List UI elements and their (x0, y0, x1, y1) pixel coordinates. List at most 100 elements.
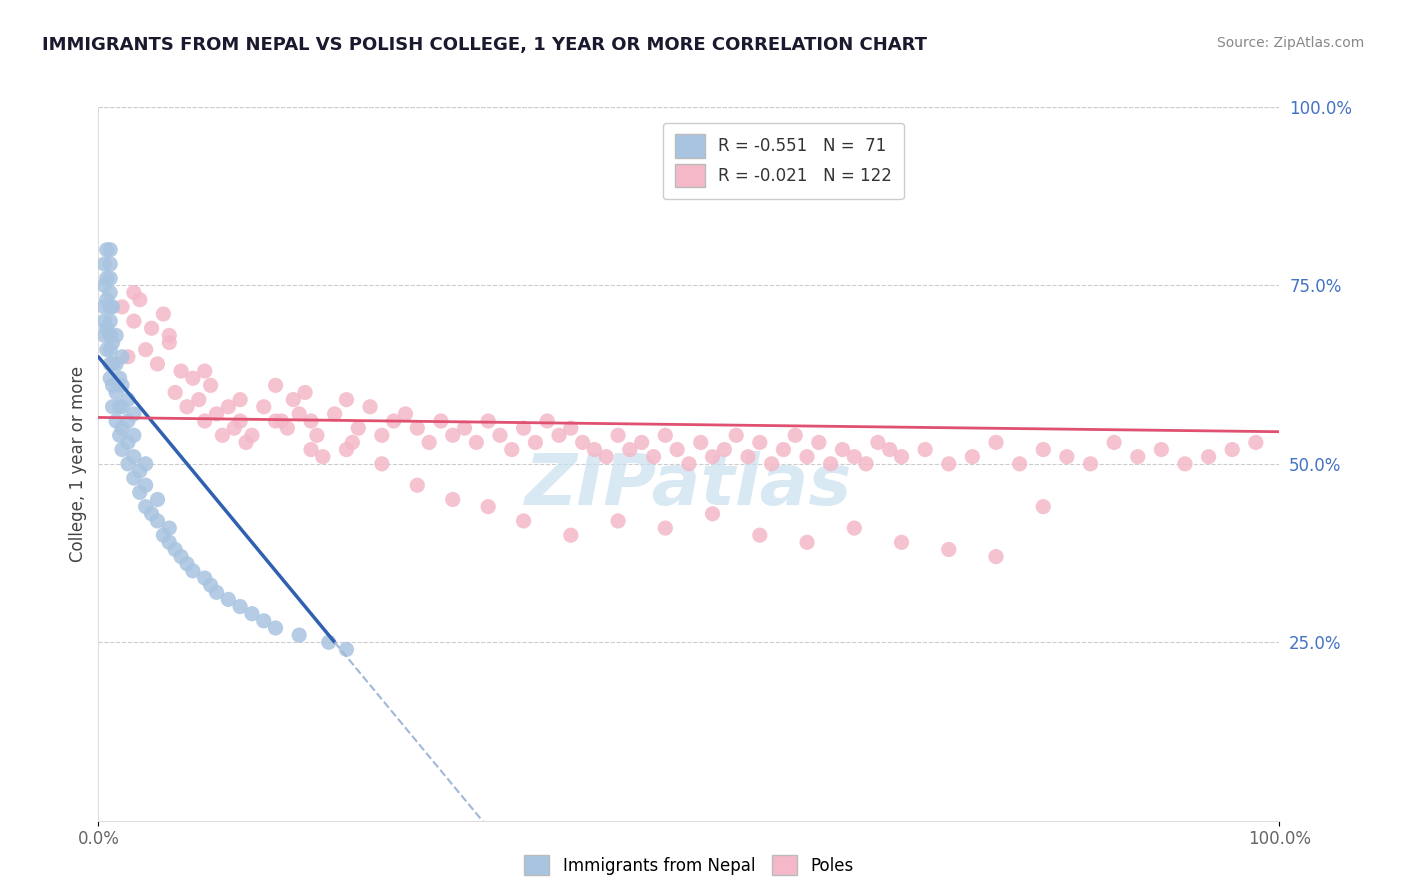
Point (430, 414, 453, 428)
Point (294, 385, 316, 400)
Point (347, 421, 370, 435)
Point (135, 478, 157, 492)
Point (93, 328, 115, 343)
Point (240, 607, 263, 621)
Point (666, 442, 689, 457)
Point (96, 343, 118, 357)
Point (288, 628, 311, 642)
Point (96, 243, 118, 257)
Point (170, 549, 193, 564)
Point (101, 400, 124, 414)
Point (176, 400, 198, 414)
Point (165, 542, 187, 557)
Y-axis label: College, 1 year or more: College, 1 year or more (69, 366, 87, 562)
Point (406, 478, 429, 492)
Point (748, 435, 770, 450)
Point (98, 371, 121, 385)
Point (453, 421, 475, 435)
Point (371, 457, 394, 471)
Point (141, 507, 163, 521)
Point (807, 435, 830, 450)
Point (489, 428, 512, 442)
Point (122, 285, 145, 300)
Point (796, 535, 818, 549)
Point (914, 442, 936, 457)
Text: Source: ZipAtlas.com: Source: ZipAtlas.com (1216, 36, 1364, 50)
Point (205, 585, 228, 599)
Point (748, 528, 770, 542)
Point (406, 421, 429, 435)
Point (181, 564, 204, 578)
Point (93, 257, 115, 271)
Point (98, 257, 121, 271)
Point (1174, 457, 1197, 471)
Point (98, 328, 121, 343)
Point (111, 421, 134, 435)
Point (607, 428, 630, 442)
Point (181, 371, 204, 385)
Point (98, 314, 121, 328)
Point (229, 414, 252, 428)
Point (312, 450, 335, 464)
Point (128, 293, 150, 307)
Point (229, 599, 252, 614)
Point (654, 521, 676, 535)
Point (359, 400, 381, 414)
Point (1032, 500, 1054, 514)
Point (1126, 450, 1149, 464)
Point (560, 528, 582, 542)
Point (571, 435, 593, 450)
Point (152, 528, 174, 542)
Point (785, 428, 807, 442)
Point (157, 521, 180, 535)
Point (122, 450, 145, 464)
Point (654, 428, 676, 442)
Point (283, 392, 305, 407)
Point (200, 578, 222, 592)
Point (323, 407, 346, 421)
Point (105, 385, 128, 400)
Point (98, 300, 121, 314)
Point (217, 400, 239, 414)
Point (371, 428, 394, 442)
Point (548, 428, 571, 442)
Point (501, 442, 523, 457)
Point (630, 435, 652, 450)
Point (1198, 450, 1220, 464)
Point (583, 442, 606, 457)
Point (111, 400, 134, 414)
Point (194, 364, 217, 378)
Point (98, 343, 121, 357)
Point (122, 407, 145, 421)
Point (984, 549, 1007, 564)
Point (98, 357, 121, 371)
Point (1032, 442, 1054, 457)
Point (524, 435, 547, 450)
Point (96, 271, 118, 285)
Point (101, 300, 124, 314)
Point (111, 378, 134, 392)
Point (152, 307, 174, 321)
Point (200, 378, 222, 392)
Point (170, 364, 193, 378)
Point (117, 392, 139, 407)
Point (276, 421, 298, 435)
Point (1102, 435, 1125, 450)
Point (595, 450, 617, 464)
Point (157, 328, 180, 343)
Point (264, 414, 287, 428)
Point (187, 392, 209, 407)
Point (165, 385, 187, 400)
Point (560, 421, 582, 435)
Point (117, 457, 139, 471)
Point (117, 414, 139, 428)
Point (194, 571, 217, 585)
Point (689, 435, 711, 450)
Text: ZIPatlas: ZIPatlas (526, 450, 852, 520)
Point (477, 500, 499, 514)
Point (176, 557, 198, 571)
Point (128, 464, 150, 478)
Point (1150, 442, 1173, 457)
Legend: Immigrants from Nepal, Poles: Immigrants from Nepal, Poles (516, 847, 862, 884)
Point (1008, 457, 1031, 471)
